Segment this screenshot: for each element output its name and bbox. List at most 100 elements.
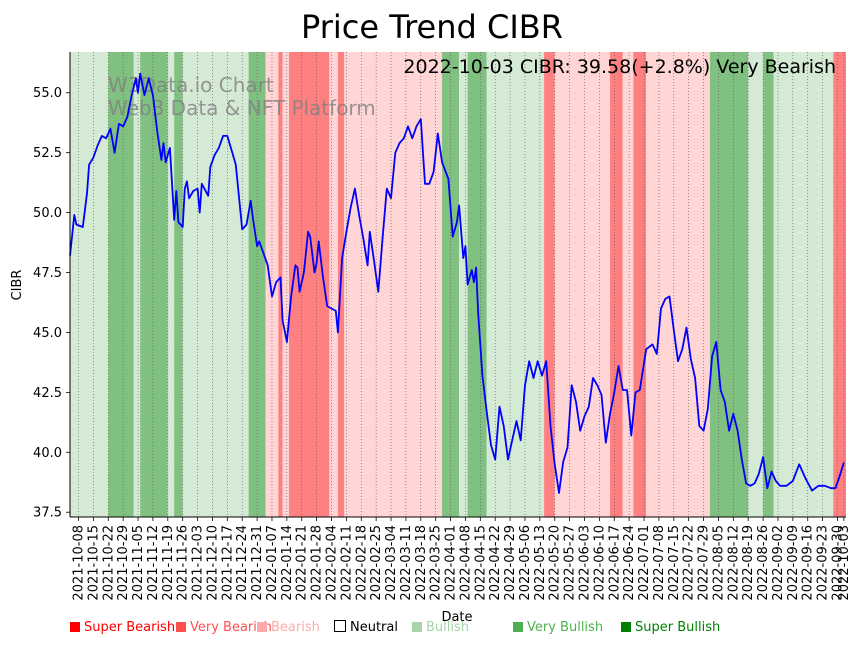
legend-label: Bearish <box>271 620 320 635</box>
x-axis-label: Date <box>441 610 472 625</box>
regime-band <box>833 52 846 517</box>
x-tick-label: 2022-06-10 <box>592 525 607 601</box>
x-tick-label: 2022-03-04 <box>384 525 399 601</box>
regime-band <box>610 52 623 517</box>
y-tick-label: 55.0 <box>33 86 62 101</box>
legend-swatch <box>412 622 422 632</box>
regime-band <box>133 52 141 517</box>
regime-band <box>265 52 279 517</box>
weekly-gridlines <box>78 52 845 517</box>
x-tick-label: 2022-04-29 <box>503 525 518 601</box>
legend-label: Neutral <box>350 620 398 635</box>
legend-label: Very Bearish <box>190 620 272 635</box>
watermark-text: Web3 Data & NFT Platform <box>108 96 376 120</box>
x-tick-label: 2022-07-22 <box>682 525 697 601</box>
x-tick-label: 2021-10-15 <box>86 525 101 601</box>
y-axis-label: CIBR <box>10 270 25 301</box>
regime-band <box>140 52 168 517</box>
legend-label: Super Bearish <box>84 620 176 635</box>
regime-band <box>329 52 338 517</box>
x-tick-label: 2022-07-15 <box>667 525 682 601</box>
x-tick-label: 2022-04-22 <box>488 525 503 601</box>
x-tick-label: 2022-06-03 <box>577 525 592 601</box>
x-tick-label: 2022-03-11 <box>399 525 414 601</box>
x-tick-label: 2022-04-15 <box>473 525 488 601</box>
x-tick-label: 2021-10-29 <box>116 525 131 601</box>
x-tick-label: 2022-03-18 <box>414 525 429 601</box>
regime-band <box>773 52 834 517</box>
legend-swatch <box>70 622 80 632</box>
x-tick-label: 2022-04-08 <box>458 525 473 601</box>
regime-band <box>108 52 134 517</box>
regime-band <box>709 52 749 517</box>
x-tick-label: 2022-05-13 <box>533 525 548 601</box>
x-tick-label: 2022-07-01 <box>637 525 652 601</box>
x-tick-label: 2021-12-03 <box>191 525 206 601</box>
regime-band <box>282 52 289 517</box>
legend-item: Super Bearish <box>70 620 175 635</box>
x-tick-label: 2021-10-08 <box>72 525 87 601</box>
y-tick-label: 52.5 <box>33 146 62 161</box>
y-tick-label: 42.5 <box>33 386 62 401</box>
y-tick-label: 40.0 <box>33 446 62 461</box>
legend: Super Bearish Very Bearish Bearish Neutral B… <box>70 620 860 640</box>
regime-bands <box>70 52 846 517</box>
legend-label: Very Bullish <box>527 620 604 635</box>
x-tick-label: 2022-07-08 <box>652 525 667 601</box>
x-tick-label: 2022-08-19 <box>741 525 756 601</box>
y-tick-label: 50.0 <box>33 206 62 221</box>
x-tick-label: 2022-05-06 <box>518 525 533 601</box>
regime-band <box>182 52 249 517</box>
legend-swatch <box>513 622 523 632</box>
regime-band <box>442 52 460 517</box>
regime-band <box>344 52 443 517</box>
legend-swatch <box>176 622 186 632</box>
regime-band <box>248 52 266 517</box>
x-tick-label: 2022-09-30 <box>830 525 845 601</box>
legend-label: Bullish <box>426 620 470 635</box>
x-tick-label: 2022-01-21 <box>295 525 310 601</box>
x-tick-label: 2022-01-07 <box>265 525 280 601</box>
x-tick-label: 2022-06-24 <box>622 525 637 601</box>
status-annotation: 2022-10-03 CIBR: 39.58(+2.8%) Very Beari… <box>403 56 836 78</box>
x-tick-label: 2021-11-05 <box>131 525 146 601</box>
x-tick-label: 2022-02-25 <box>369 525 384 601</box>
legend-item: Neutral <box>334 620 398 635</box>
legend-item: Very Bullish <box>513 620 603 635</box>
price-line <box>69 72 845 494</box>
x-tick-label: 2021-11-19 <box>161 525 176 601</box>
regime-band <box>544 52 555 517</box>
x-tick-label: 2022-02-18 <box>354 525 369 601</box>
legend-label: Super Bullish <box>635 620 721 635</box>
x-tick-label: 2022-01-14 <box>280 525 295 601</box>
y-tick-label: 45.0 <box>33 326 62 341</box>
x-tick-label: 2022-09-16 <box>801 525 816 601</box>
x-tick-label: 2022-08-05 <box>711 525 726 601</box>
legend-swatch <box>334 620 346 632</box>
x-tick-label: 2022-02-11 <box>339 525 354 601</box>
x-tick-label: 2022-10-03 <box>837 525 852 601</box>
x-tick-label: 2022-09-23 <box>816 525 831 601</box>
regime-band <box>459 52 468 517</box>
axes <box>69 52 846 518</box>
x-tick-label: 2022-06-17 <box>607 525 622 601</box>
x-tick-label: 2022-07-29 <box>697 525 712 601</box>
regime-band <box>763 52 774 517</box>
legend-item: Bullish <box>412 620 469 635</box>
x-tick-label: 2022-04-01 <box>444 525 459 601</box>
x-axis-ticks: 2021-10-08 2021-10-15 2021-10-22 2021-10-29… <box>72 517 852 601</box>
regime-band <box>748 52 764 517</box>
x-tick-label: 2022-05-27 <box>563 525 578 601</box>
x-tick-label: 2022-02-04 <box>325 525 340 601</box>
x-tick-label: 2022-01-28 <box>310 525 325 601</box>
x-tick-label: 2022-08-12 <box>726 525 741 601</box>
legend-swatch <box>257 622 267 632</box>
x-tick-label: 2022-03-25 <box>429 525 444 601</box>
x-tick-label: 2021-12-17 <box>220 525 235 601</box>
x-tick-label: 2021-10-22 <box>101 525 116 601</box>
legend-item: Super Bullish <box>621 620 720 635</box>
regime-band <box>167 52 175 517</box>
x-tick-label: 2022-09-09 <box>786 525 801 601</box>
x-tick-label: 2022-05-20 <box>548 525 563 601</box>
